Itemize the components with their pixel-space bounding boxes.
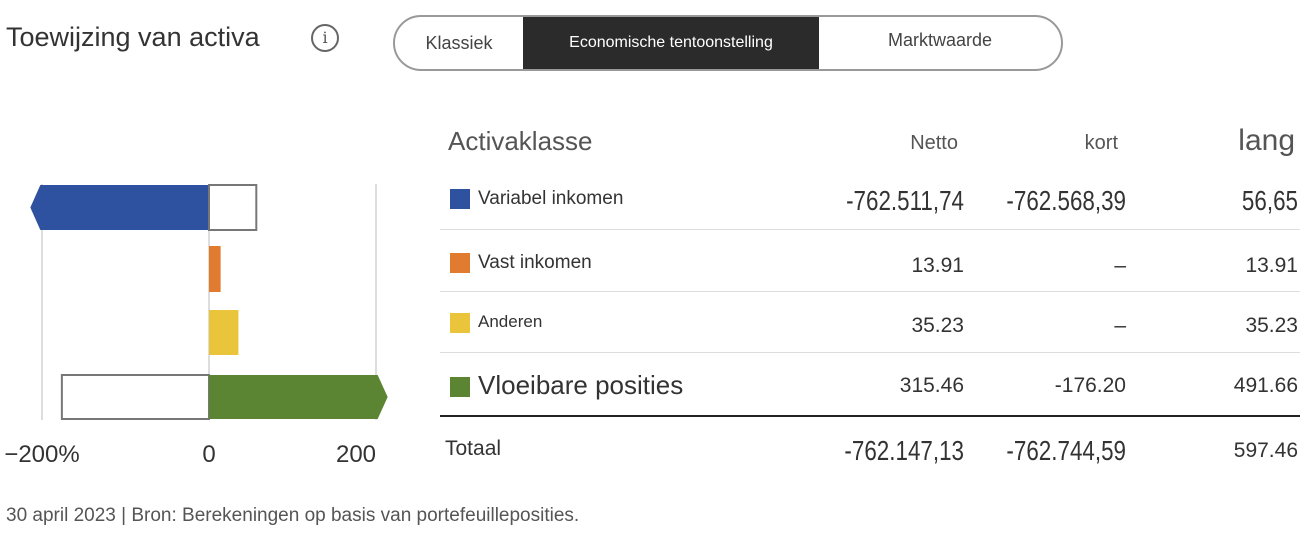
total-netto: -762.147,13 [844, 435, 964, 466]
x-tick-label: 200 [336, 441, 376, 468]
row-divider [440, 229, 1300, 230]
tab-klassiek[interactable]: Klassiek [425, 32, 493, 53]
total-label: Totaal [445, 437, 502, 460]
column-header-lang: lang [1238, 124, 1295, 157]
footnote: 30 april 2023 | Bron: Berekeningen op ba… [6, 505, 580, 526]
cell-lang: 56,65 [1241, 185, 1298, 216]
cell-lang: 35.23 [1245, 314, 1298, 337]
bar-variabel-inkomen [208, 184, 258, 231]
row-label-text: Vloeibare posities [478, 370, 684, 400]
page-title: Toewijzing van activa [6, 22, 260, 52]
x-tick-label: −200% [4, 441, 79, 468]
cell-netto: 315.46 [899, 374, 964, 397]
cell-kort: -176.20 [1054, 374, 1126, 397]
row-label: Vast inkomen [450, 252, 770, 274]
column-header-activaklasse: Activaklasse [448, 126, 593, 156]
column-header-netto: Netto [910, 132, 958, 154]
total-lang: 597.46 [1233, 439, 1298, 462]
total-kort: -762.744,59 [1006, 435, 1126, 466]
row-label-text: Anderen [478, 312, 543, 331]
tab-economische-tentoonstelling[interactable]: Economische tentoonstelling [523, 17, 819, 69]
row-divider [440, 291, 1300, 292]
legend-swatch [450, 377, 470, 398]
row-label-text: Vast inkomen [478, 252, 592, 273]
legend-swatch [450, 312, 470, 333]
row-label-text: Variabel inkomen [478, 188, 624, 209]
tab-marktwaarde[interactable]: Marktwaarde [887, 29, 993, 50]
row-label: Anderen [450, 312, 770, 333]
row-label: Variabel inkomen [450, 188, 770, 210]
row-label: Vloeibare posities [450, 370, 770, 401]
info-icon[interactable]: i [311, 24, 339, 52]
legend-swatch [450, 188, 470, 209]
cell-netto: -762.511,74 [846, 185, 964, 216]
view-toggle: Klassiek Economische tentoonstelling Mar… [393, 15, 1063, 71]
cell-netto: 13.91 [911, 254, 964, 277]
bar-variabel-inkomen [30, 185, 209, 230]
row-divider [440, 352, 1300, 353]
allocation-chart: −200% 0 200 [4, 184, 388, 468]
cell-netto: 35.23 [911, 314, 964, 337]
cell-lang: 13.91 [1245, 254, 1298, 277]
cell-kort: – [1114, 314, 1126, 337]
bar-vast-inkomen [209, 246, 221, 292]
bar-anderen [209, 310, 239, 355]
cell-kort: – [1114, 254, 1126, 277]
bar-vloeibare-posities [209, 375, 388, 419]
bar-vloeibare-posities [60, 374, 210, 420]
column-header-kort: kort [1084, 132, 1118, 154]
cell-lang: 491.66 [1233, 374, 1298, 397]
legend-swatch [450, 252, 470, 273]
total-divider [440, 415, 1300, 417]
x-tick-label: 0 [202, 441, 215, 468]
cell-kort: -762.568,39 [1006, 185, 1126, 216]
